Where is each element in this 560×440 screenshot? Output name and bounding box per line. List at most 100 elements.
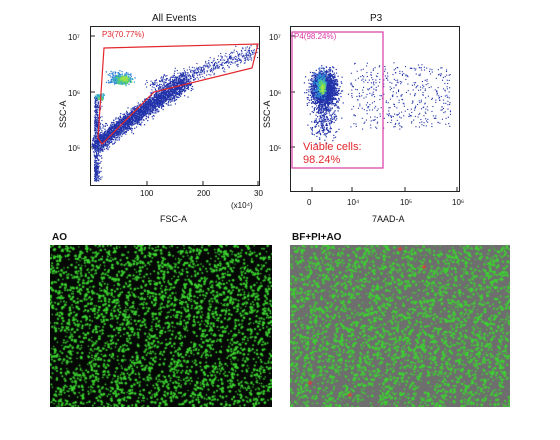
plot1-event (121, 127, 124, 129)
plot1-event (100, 167, 102, 169)
plot1-event (162, 104, 164, 106)
plot1-density (130, 75, 132, 77)
plot1-event (100, 143, 102, 146)
plot1-event (242, 47, 244, 49)
plot1-event (221, 63, 223, 65)
plot1-event (136, 106, 138, 108)
plot1-event (161, 105, 163, 107)
plot1-event (180, 88, 183, 91)
plot1-density (121, 75, 124, 77)
plot1-event (102, 147, 104, 149)
plot1-event (121, 132, 123, 134)
plot1-event (191, 85, 194, 88)
plot1-event (175, 90, 177, 92)
plot1-event (169, 84, 171, 86)
plot1-event (161, 95, 163, 97)
plot1-event (101, 105, 103, 107)
plot1-event (177, 92, 179, 94)
plot1-event (126, 110, 128, 113)
plot1-event (94, 122, 96, 124)
plot1-event (94, 138, 96, 140)
plot1-event (128, 118, 131, 120)
plot2-event (311, 111, 313, 113)
plot1-event (183, 70, 185, 72)
plot1-density (102, 96, 104, 98)
plot1-event (96, 145, 98, 148)
plot1-event (163, 102, 165, 104)
plot1-density (110, 79, 112, 81)
plot1-event (160, 100, 162, 103)
plot1-event (121, 130, 123, 133)
plot1-density (130, 80, 133, 83)
plot1-event (106, 136, 108, 138)
plot1-event (118, 123, 120, 125)
plot1-event (103, 143, 105, 145)
plot2-event (329, 128, 331, 130)
plot1-event (173, 96, 176, 98)
plot1-event (109, 131, 111, 133)
plot2-events (303, 62, 452, 145)
plot2-event (311, 102, 313, 104)
plot1-event (94, 166, 97, 168)
plot1-event (233, 57, 235, 59)
plot1-event (158, 99, 160, 101)
plot1-event (135, 111, 137, 113)
plot1-event (116, 139, 118, 141)
plot1-event (182, 81, 184, 83)
plot1-event (102, 135, 104, 137)
plot1-event (111, 137, 113, 140)
plot1-event (231, 57, 233, 59)
plot1-event (162, 77, 164, 79)
plot1-event (208, 60, 210, 62)
plot1-event (144, 104, 146, 106)
plot1-event (168, 101, 170, 103)
plot1-event (103, 138, 105, 141)
plot1-event (166, 87, 168, 89)
plot1-event (214, 68, 216, 70)
plot1-event (107, 144, 109, 146)
plot1-event (122, 121, 124, 123)
plot1-event (240, 54, 242, 56)
plot1-event (94, 168, 96, 170)
plot1-event (200, 68, 202, 70)
plot1-event (100, 107, 102, 109)
plot1-event (99, 170, 101, 172)
plot1-event (137, 117, 139, 120)
plot1-event (123, 124, 126, 127)
plot1-density (121, 83, 123, 85)
plot1-event (152, 118, 154, 120)
plot1-event (124, 117, 126, 119)
plot1-event (197, 69, 199, 71)
plot1-event (94, 147, 96, 149)
plot1-event (144, 98, 146, 100)
plot1-event (150, 109, 152, 112)
plot1-event (168, 96, 170, 98)
plot1-event (101, 135, 103, 137)
plot1-event (199, 72, 201, 74)
plot1-event (101, 120, 103, 122)
plot1-event (136, 112, 138, 115)
plot1-event (138, 122, 140, 124)
plot1-event (94, 105, 96, 107)
plot1-event (156, 111, 158, 113)
plot1-event (217, 61, 219, 63)
plot1-density (115, 82, 118, 84)
plot1-event (166, 84, 168, 86)
plot1-event (147, 102, 149, 105)
plot1-event (99, 133, 101, 135)
plot1-event (156, 109, 158, 111)
plot1-event (119, 129, 122, 131)
plot1-event (94, 155, 97, 158)
plot1-event (179, 90, 181, 92)
plot1-density (121, 70, 123, 73)
plot1-event (107, 134, 109, 136)
plot1-event (105, 131, 107, 133)
plot1-event (184, 77, 186, 79)
plot2-event (318, 105, 320, 108)
plot1-event (107, 147, 109, 149)
plot1-event (125, 112, 127, 114)
plot1-density (119, 78, 121, 81)
plot1-event (94, 140, 96, 142)
plot1-event (112, 126, 114, 128)
plot1-event (98, 154, 100, 156)
